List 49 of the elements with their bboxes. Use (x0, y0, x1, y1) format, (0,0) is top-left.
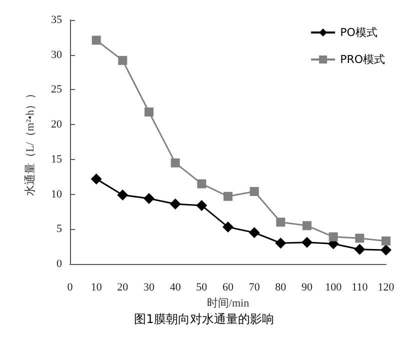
point (302, 236, 312, 248)
x-tick-label: 40 (170, 282, 182, 294)
x-tick-label: 90 (302, 282, 313, 294)
x-tick-label: 100 (325, 282, 342, 294)
y-tick-label: 20 (51, 118, 62, 131)
point (250, 186, 259, 196)
point (144, 108, 154, 117)
point (275, 238, 286, 249)
x-tick-label: 80 (275, 282, 287, 294)
point (355, 234, 364, 243)
x-tick-label: 120 (378, 282, 395, 294)
point (302, 221, 312, 230)
point (117, 189, 128, 200)
y-tick-label: 25 (51, 84, 62, 96)
y-tick-label: 10 (51, 188, 62, 200)
y-tick-label: 0 (56, 258, 62, 270)
x-tick-label: 30 (144, 282, 155, 294)
point (222, 222, 234, 233)
point (382, 236, 390, 246)
point (276, 218, 286, 227)
x-tick-label: 110 (352, 282, 368, 294)
y-axis-title: 水通量（L/（m²•h）） (24, 88, 36, 196)
x-tick-label: 60 (222, 282, 234, 294)
x-tick-label: 50 (196, 282, 208, 294)
point (380, 244, 392, 256)
point (144, 192, 154, 204)
legend-label: PO模式 (340, 26, 378, 39)
point (170, 158, 180, 168)
point (90, 173, 102, 184)
point (248, 227, 260, 238)
x-tick-label: 20 (117, 282, 129, 294)
text: 图1膜朝向对水通量的影响 (134, 312, 274, 326)
y-tick-label: 15 (51, 153, 62, 166)
x-tick-label: 0 (67, 282, 74, 294)
point (197, 179, 206, 188)
point (92, 36, 101, 45)
point (170, 198, 181, 210)
y-tick-label: 30 (51, 48, 62, 61)
y-tick-label: 35 (51, 14, 62, 26)
point (328, 232, 338, 242)
point (354, 244, 366, 255)
point (196, 200, 208, 211)
point (224, 192, 232, 201)
point (118, 56, 128, 65)
x-tick-label: 10 (90, 282, 102, 294)
legend-label: PRO模式 (340, 53, 386, 66)
x-axis-title: 时间/min (206, 296, 250, 310)
y-tick-label: 5 (56, 223, 62, 236)
x-tick-label: 70 (248, 282, 260, 294)
